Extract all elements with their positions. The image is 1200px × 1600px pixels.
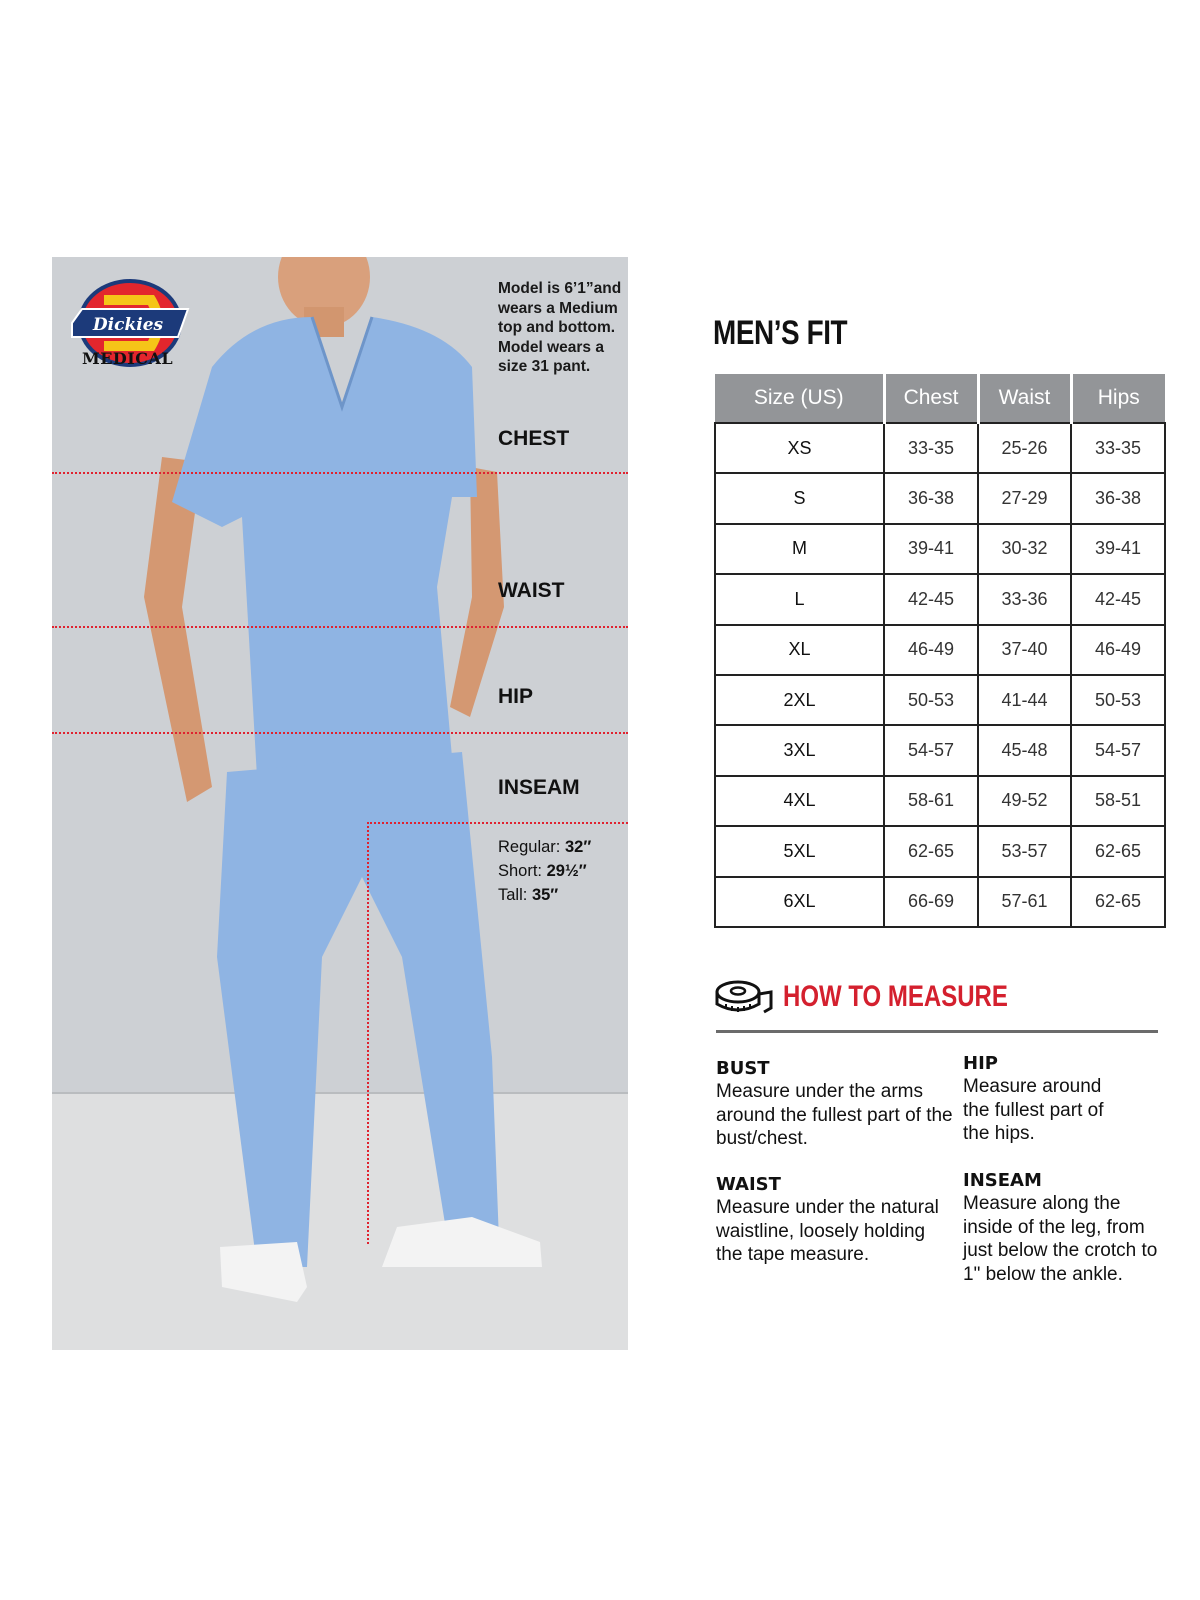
chest-label: CHEST xyxy=(498,427,570,450)
size-cell: XL xyxy=(714,623,885,676)
table-row: L 42-45 33-36 42-45 xyxy=(714,573,1166,626)
measurement-cell: 58-61 xyxy=(883,774,979,828)
measurement-cell: 33-35 xyxy=(1070,421,1166,475)
model-note: Model is 6’1”and wears a Medium top and … xyxy=(498,280,622,375)
hip-line xyxy=(52,732,628,734)
measurement-cell: 62-65 xyxy=(1070,825,1166,878)
measurement-cell: 49-52 xyxy=(977,774,1072,828)
measurement-cell: 42-45 xyxy=(883,573,979,626)
table-row: 4XL 58-61 49-52 58-51 xyxy=(714,774,1166,828)
measurement-cell: 62-65 xyxy=(883,825,979,878)
size-cell: 3XL xyxy=(714,724,885,777)
measurement-cell: 46-49 xyxy=(883,623,979,676)
measurement-cell: 58-51 xyxy=(1070,774,1166,828)
page-title: MEN’S FIT xyxy=(713,314,848,352)
column-header: Chest xyxy=(882,374,978,423)
table-row: 5XL 62-65 53-57 62-65 xyxy=(714,825,1166,878)
size-cell: L xyxy=(714,573,885,626)
table-row: XS 33-35 25-26 33-35 xyxy=(714,421,1166,475)
how-to-measure-title: HOW TO MEASURE xyxy=(783,980,1008,1013)
size-cell: 6XL xyxy=(714,875,885,928)
table-row: XL 46-49 37-40 46-49 xyxy=(714,623,1166,676)
inseam-label: INSEAM xyxy=(498,776,580,799)
measurement-cell: 36-38 xyxy=(883,472,979,525)
measurement-cell: 41-44 xyxy=(977,673,1072,727)
inseam-lengths: Regular: 32″ Short: 29½″ Tall: 35″ xyxy=(498,838,592,904)
model-photo: Dickies MEDICAL Model is 6’1”and wears a… xyxy=(52,257,628,1350)
measurement-cell: 42-45 xyxy=(1070,573,1166,626)
size-chart-table: Size (US) Chest Waist Hips XS 33-35 25-26 33-3… xyxy=(714,374,1166,928)
measurement-cell: 27-29 xyxy=(977,472,1072,525)
measurement-cell: 54-57 xyxy=(1070,724,1166,777)
column-header: Hips xyxy=(1069,374,1165,423)
measure-inseam: INSEAM Measure along the inside of the le… xyxy=(963,1170,1158,1285)
tape-measure-icon xyxy=(715,980,773,1014)
size-cell: XS xyxy=(714,421,885,475)
measurement-cell: 54-57 xyxy=(883,724,979,777)
waist-line xyxy=(52,626,628,628)
measurement-cell: 46-49 xyxy=(1070,623,1166,676)
table-row: M 39-41 30-32 39-41 xyxy=(714,522,1166,576)
measurement-cell: 37-40 xyxy=(977,623,1072,676)
measurement-cell: 33-35 xyxy=(883,421,979,475)
inseam-vertical-line xyxy=(367,822,369,1244)
model-figure xyxy=(144,257,542,1302)
measurement-cell: 66-69 xyxy=(883,875,979,928)
measure-hip: HIP Measure around the fullest part of th… xyxy=(963,1053,1104,1144)
dickies-logo: Dickies xyxy=(71,279,190,367)
column-header: Waist xyxy=(976,374,1071,423)
measurement-cell: 39-41 xyxy=(1070,522,1166,576)
column-header: Size (US) xyxy=(715,374,884,423)
size-cell: S xyxy=(714,472,885,525)
brand-subtitle: MEDICAL xyxy=(82,349,174,368)
inseam-line xyxy=(367,822,628,824)
table-row: 2XL 50-53 41-44 50-53 xyxy=(714,673,1166,727)
size-cell: 5XL xyxy=(714,825,885,878)
waist-label: WAIST xyxy=(498,579,565,602)
measurement-cell: 57-61 xyxy=(977,875,1072,928)
table-row: S 36-38 27-29 36-38 xyxy=(714,472,1166,525)
table-row: 6XL 66-69 57-61 62-65 xyxy=(714,875,1166,928)
divider xyxy=(716,1030,1158,1033)
size-cell: M xyxy=(714,522,885,576)
chest-line xyxy=(52,472,628,474)
measure-waist: WAIST Measure under the natural waistline… xyxy=(716,1174,939,1265)
measurement-cell: 50-53 xyxy=(1070,673,1166,727)
table-row: 3XL 54-57 45-48 54-57 xyxy=(714,724,1166,777)
svg-text:Dickies: Dickies xyxy=(92,315,164,335)
measurement-cell: 45-48 xyxy=(977,724,1072,777)
size-cell: 4XL xyxy=(714,774,885,828)
measurement-cell: 30-32 xyxy=(977,522,1072,576)
measurement-cell: 53-57 xyxy=(977,825,1072,878)
measure-bust: BUST Measure under the arms around the fu… xyxy=(716,1058,953,1149)
hip-label: HIP xyxy=(498,685,534,708)
floor xyxy=(52,1092,628,1350)
measurement-cell: 50-53 xyxy=(883,673,979,727)
measurement-cell: 36-38 xyxy=(1070,472,1166,525)
measurement-cell: 62-65 xyxy=(1070,875,1166,928)
measurement-cell: 25-26 xyxy=(977,421,1072,475)
size-cell: 2XL xyxy=(714,673,885,727)
measurement-cell: 39-41 xyxy=(883,522,979,576)
measurement-cell: 33-36 xyxy=(977,573,1072,626)
